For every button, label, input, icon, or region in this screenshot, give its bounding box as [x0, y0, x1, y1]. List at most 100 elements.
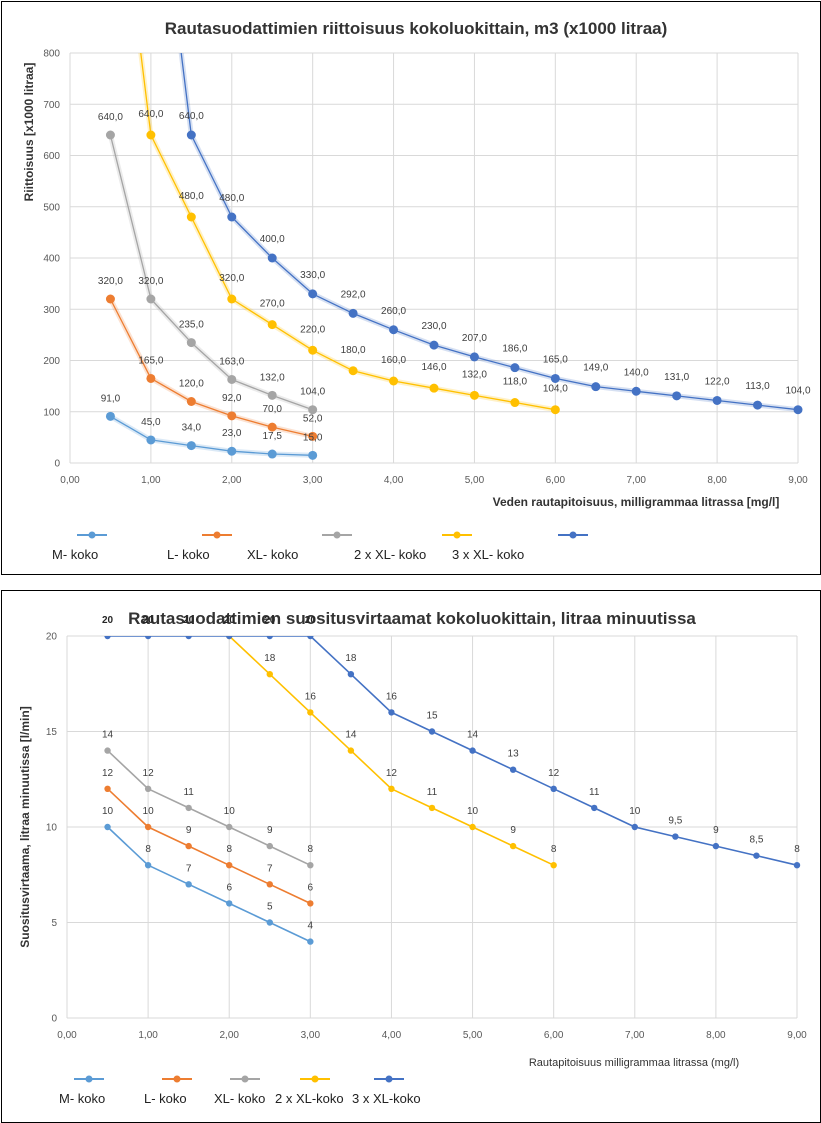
legend-swatch-marker — [453, 531, 461, 539]
data-point — [104, 636, 111, 640]
data-point — [308, 289, 318, 299]
data-point — [227, 446, 237, 456]
x-tick-label: 0,00 — [57, 1030, 77, 1041]
data-label: 120,0 — [179, 379, 204, 390]
y-tick-label: 300 — [43, 305, 60, 316]
legend-swatch-marker — [385, 1075, 393, 1083]
data-point — [347, 671, 355, 678]
flow-chart-title: Rautasuodattimien suositusvirtaamat koko… — [128, 609, 696, 628]
data-point — [469, 390, 479, 400]
flow-chart: Rautasuodattimien suositusvirtaamat koko… — [18, 609, 807, 1106]
data-point — [509, 842, 517, 850]
x-tick-label: 9,00 — [787, 1030, 807, 1041]
data-point — [672, 833, 679, 840]
series-line — [107, 788, 311, 905]
data-label: 15 — [426, 711, 438, 722]
data-point — [793, 405, 803, 415]
x-tick-label: 0,00 — [60, 475, 80, 486]
data-label: 330,0 — [300, 270, 325, 281]
legend-swatch-marker — [88, 531, 96, 539]
capacity-chart-panel: Rautasuodattimien riittoisuus kokoluokit… — [1, 1, 821, 575]
legend-swatch-marker — [311, 1075, 319, 1083]
data-label: 8 — [226, 844, 232, 855]
data-point — [428, 728, 436, 735]
data-label: 6 — [308, 882, 314, 893]
data-point — [631, 386, 641, 396]
y-tick-label: 400 — [43, 254, 60, 265]
data-label: 292,0 — [341, 289, 366, 300]
data-point — [226, 823, 233, 831]
x-tick-label: 1,00 — [138, 1030, 158, 1041]
data-point — [308, 405, 318, 415]
legend-label: XL- koko — [247, 547, 298, 562]
y-tick-label: 5 — [51, 918, 57, 929]
data-label: 11 — [427, 787, 438, 798]
x-tick-label: 6,00 — [544, 1030, 564, 1041]
data-label: 104,0 — [300, 387, 325, 398]
data-label: 16 — [386, 691, 398, 702]
data-label: 11 — [589, 787, 600, 798]
data-point — [591, 804, 598, 812]
data-point — [226, 636, 233, 640]
data-point — [227, 294, 237, 304]
data-label: 52,0 — [303, 413, 323, 424]
data-point — [266, 842, 273, 850]
x-tick-label: 2,00 — [222, 475, 242, 486]
data-label: 15,0 — [303, 432, 323, 443]
legend-label: 3 x XL- koko — [452, 547, 524, 562]
data-label: 92,0 — [222, 393, 242, 404]
data-label: 20 — [102, 615, 114, 626]
x-tick-label: 2,00 — [219, 1030, 239, 1041]
data-label: 70,0 — [262, 404, 282, 415]
data-label: 9 — [713, 825, 719, 836]
data-label: 17,5 — [262, 431, 282, 442]
x-tick-label: 6,00 — [546, 475, 566, 486]
data-label: 18 — [345, 653, 357, 664]
data-label: 640,0 — [98, 112, 123, 123]
data-label: 260,0 — [381, 306, 406, 317]
x-tick-label: 3,00 — [301, 1030, 321, 1041]
x-tick-label: 5,00 — [465, 475, 485, 486]
legend-label: L- koko — [144, 1091, 187, 1106]
data-point — [266, 636, 273, 640]
data-label: 104,0 — [543, 384, 568, 395]
series-line — [110, 415, 313, 456]
legend-swatch-marker — [173, 1075, 181, 1083]
data-label: 160,0 — [381, 355, 406, 366]
series-line — [109, 134, 313, 411]
data-point — [186, 130, 196, 140]
data-point — [348, 308, 358, 318]
data-point — [185, 842, 192, 850]
x-tick-label: 5,00 — [463, 1030, 483, 1041]
data-point — [388, 785, 395, 792]
data-label: 9 — [510, 825, 516, 836]
data-point — [185, 804, 192, 812]
data-label: 12 — [386, 768, 398, 779]
legend-label: M- koko — [59, 1091, 105, 1106]
y-tick-label: 20 — [46, 632, 58, 643]
data-label: 165,0 — [543, 354, 568, 365]
data-point — [227, 212, 237, 222]
series-line — [140, 53, 556, 411]
series-xl3 — [178, 53, 803, 415]
data-label: 9,5 — [668, 816, 682, 827]
legend-label: M- koko — [52, 547, 98, 562]
data-label: 8 — [145, 844, 151, 855]
x-tick-label: 4,00 — [382, 1030, 402, 1041]
data-label: 7 — [267, 863, 273, 874]
data-point — [144, 862, 152, 869]
data-point — [227, 374, 237, 384]
data-label: 320,0 — [98, 276, 123, 287]
data-label: 10 — [143, 806, 155, 817]
series-xl — [104, 747, 314, 869]
y-tick-label: 100 — [43, 407, 60, 418]
data-point — [267, 320, 277, 330]
data-label: 20 — [264, 615, 276, 626]
series-line — [107, 750, 311, 866]
legend-label: L- koko — [167, 547, 210, 562]
data-label: 4 — [308, 921, 314, 932]
data-point — [144, 823, 152, 831]
series-xl2 — [138, 53, 560, 415]
data-label: 20 — [183, 615, 195, 626]
data-label: 480,0 — [179, 191, 204, 202]
